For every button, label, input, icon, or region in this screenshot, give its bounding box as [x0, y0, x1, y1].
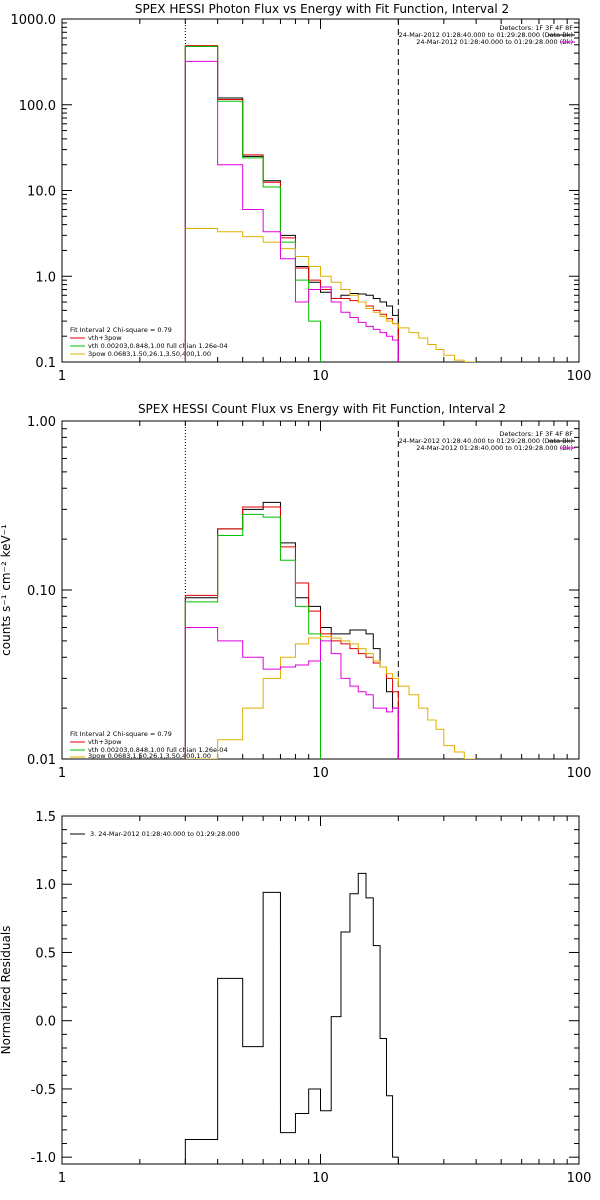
residuals-legend-text: 3. 24-Mar-2012 01:28:40.000 to 01:29:28.… [90, 830, 240, 838]
photon-ytick-label: 10.0 [27, 185, 56, 200]
photon-flux-title: SPEX HESSI Photon Flux vs Energy with Fi… [135, 2, 509, 16]
residuals-ytick-label: 1.0 [35, 878, 56, 893]
residuals-ytick-label: 0.0 [35, 1015, 56, 1030]
residuals-ytick-label: -0.5 [31, 1083, 56, 1098]
photon-detectors-text: Detectors: 1F 3F 4F 8F [499, 24, 573, 32]
count-xtick-label: 10 [312, 766, 329, 781]
residuals-xtick-label: 100 [567, 1171, 592, 1186]
count-ytick-label: 1.00 [27, 415, 56, 430]
photon-ytick-label: 100.0 [19, 99, 56, 114]
photon-fit-interval-text: Fit Interval 2 Chi-square = 0.79 [70, 326, 172, 334]
count-series-bk [184, 626, 399, 759]
residuals-panel: Normalized Residuals 3. 24-Mar-2012 01:2… [0, 810, 591, 1186]
count-detectors-text: Detectors: 1F 3F 4F 8F [499, 430, 573, 438]
count-series-3pow [185, 636, 477, 759]
photon-flux-frame [61, 18, 580, 363]
photon-ytick-label: 1.0 [35, 270, 56, 285]
residuals-series-residuals [184, 872, 399, 1164]
photon-fit-vth-text: vth 0.00203,0.848,1.00 full chian 1.26e-… [88, 342, 228, 350]
photon-flux-panel: SPEX HESSI Photon Flux vs Energy with Fi… [11, 2, 592, 384]
count-header-bk-text: 24-Mar-2012 01:28:40.000 to 01:29:28.000… [416, 444, 573, 452]
residuals-xtick-label: 10 [312, 1171, 329, 1186]
count-ytick-label: 0.10 [27, 584, 56, 599]
photon-series-vth [184, 45, 321, 362]
count-fit-3pow-text: 3pow 0.0683,1.50,26.1,3.50,400,1.00 [88, 752, 211, 760]
count-fit-interval-text: Fit Interval 2 Chi-square = 0.79 [70, 730, 172, 738]
count-fit-vth-text: vth 0.00203,0.848,1.00 full chian 1.26e-… [88, 746, 228, 754]
photon-ytick-label: 1000.0 [11, 13, 57, 28]
photon-series-bk [184, 60, 399, 362]
count-ytick-label: 0.01 [27, 753, 56, 768]
count-flux-panel: SPEX HESSI Count Flux vs Energy with Fit… [0, 402, 591, 781]
photon-header-bk-text: 24-Mar-2012 01:28:40.000 to 01:29:28.000… [416, 38, 573, 46]
residuals-ylabel: Normalized Residuals [0, 926, 13, 1055]
photon-xtick-label: 1 [58, 369, 66, 384]
photon-fit-3pow-text: 3pow 0.0683,1.50,26.1,3.50,400,1.00 [88, 350, 211, 358]
count-xtick-label: 1 [58, 766, 66, 781]
count-flux-title: SPEX HESSI Count Flux vs Energy with Fit… [138, 402, 506, 416]
photon-ytick-label: 0.1 [35, 356, 56, 371]
count-header-data-text: 24-Mar-2012 01:28:40.000 to 01:29:28.000… [399, 437, 573, 445]
residuals-ytick-label: 0.5 [35, 946, 56, 961]
photon-xtick-label: 10 [312, 369, 329, 384]
count-series-vth [184, 513, 321, 759]
photon-xtick-label: 100 [567, 369, 592, 384]
count-xtick-label: 100 [567, 766, 592, 781]
residuals-ytick-label: -1.0 [31, 1151, 56, 1166]
residuals-frame [61, 815, 580, 1165]
photon-header-data-text: 24-Mar-2012 01:28:40.000 to 01:29:28.000… [399, 31, 573, 39]
residuals-xtick-label: 1 [58, 1171, 66, 1186]
residuals-ytick-label: 1.5 [35, 810, 56, 825]
count-fit-model-text: vth+3pow [88, 738, 122, 746]
count-flux-ylabel: counts s⁻¹ cm⁻² keV⁻¹ [0, 524, 13, 656]
photon-fit-model-text: vth+3pow [88, 334, 122, 342]
